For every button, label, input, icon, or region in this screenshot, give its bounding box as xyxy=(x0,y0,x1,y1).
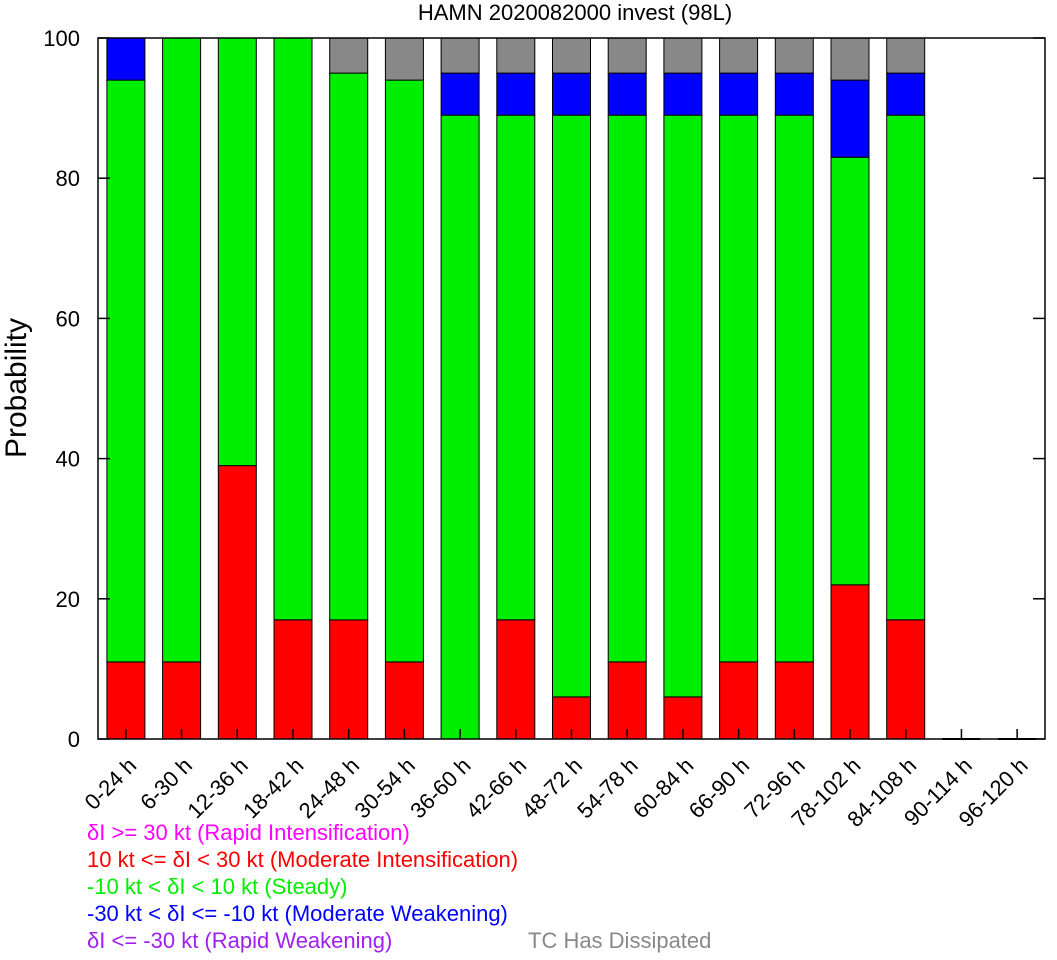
bar-mi-9 xyxy=(607,661,647,740)
bar-dissipated-8 xyxy=(552,37,591,74)
legend-steady: -10 kt < δI < 10 kt (Steady) xyxy=(87,874,348,899)
bar-steady-0 xyxy=(106,79,146,663)
x-tick-label: 12-36 h xyxy=(182,753,252,823)
bar-mi-12 xyxy=(774,661,814,740)
bar-mi-14 xyxy=(886,619,926,740)
x-tick-label: 48-72 h xyxy=(517,753,587,823)
bar-dissipated-5 xyxy=(384,37,424,81)
y-tick-label: 0 xyxy=(68,727,80,752)
bar-mi-13 xyxy=(830,584,870,740)
bar-mi-0 xyxy=(106,661,146,740)
bar-dissipated-11 xyxy=(719,37,759,74)
x-tick-label: 42-66 h xyxy=(461,753,531,823)
bar-steady-9 xyxy=(607,114,647,663)
bar-dissipated-7 xyxy=(496,37,536,74)
axes-group xyxy=(97,37,1046,740)
y-tick-label: 60 xyxy=(56,306,80,331)
bar-dissipated-14 xyxy=(886,37,926,74)
bar-mw-8 xyxy=(552,72,591,116)
legend-rapid-weakening: δI <= -30 kt (Rapid Weakening) xyxy=(87,928,393,953)
bar-steady-1 xyxy=(162,37,202,663)
y-axis-label: Probability xyxy=(0,318,33,458)
bar-steady-6 xyxy=(440,114,480,740)
bar-steady-2 xyxy=(217,37,257,467)
y-tick-label: 80 xyxy=(56,166,80,191)
legend-moderate-weakening: -30 kt < δI <= -10 kt (Moderate Weakenin… xyxy=(87,901,508,926)
bar-steady-8 xyxy=(552,114,591,698)
bar-dissipated-6 xyxy=(440,37,480,74)
bar-steady-10 xyxy=(663,114,703,698)
bar-steady-3 xyxy=(273,37,313,621)
y-tick-label: 40 xyxy=(56,447,80,472)
x-tick-label: 60-84 h xyxy=(628,753,698,823)
bar-dissipated-9 xyxy=(607,37,647,74)
y-tick-labels: 0 20 40 60 80 100 xyxy=(43,26,80,752)
y-tick-label: 20 xyxy=(56,587,80,612)
bar-steady-14 xyxy=(886,114,926,621)
bar-mi-3 xyxy=(273,619,313,740)
bar-dissipated-12 xyxy=(774,37,814,74)
bar-mw-0 xyxy=(106,37,146,81)
bar-mw-12 xyxy=(774,72,814,116)
bar-mw-11 xyxy=(719,72,759,116)
bar-steady-4 xyxy=(329,72,369,621)
bar-dissipated-10 xyxy=(663,37,703,74)
bar-mw-10 xyxy=(663,72,703,116)
bar-steady-12 xyxy=(774,114,814,663)
legend-moderate-intensification: 10 kt <= δI < 30 kt (Moderate Intensific… xyxy=(87,847,519,872)
bar-mw-13 xyxy=(830,79,870,158)
bar-mw-6 xyxy=(440,72,480,116)
x-tick-label: 24-48 h xyxy=(294,753,364,823)
chart-title: HAMN 2020082000 invest (98L) xyxy=(418,0,732,25)
bar-mw-9 xyxy=(607,72,647,116)
bar-mi-1 xyxy=(162,661,202,740)
bar-mi-2 xyxy=(217,465,257,740)
bar-mw-14 xyxy=(886,72,926,116)
bar-mi-4 xyxy=(329,619,369,740)
bar-mi-11 xyxy=(719,661,759,740)
bar-dissipated-4 xyxy=(329,37,369,74)
bar-mi-7 xyxy=(496,619,536,740)
x-tick-label: 66-90 h xyxy=(684,753,754,823)
x-tick-label: 36-60 h xyxy=(405,753,475,823)
bars-group xyxy=(106,37,1037,740)
x-tick-label: 54-78 h xyxy=(572,753,642,823)
bar-steady-5 xyxy=(384,79,424,663)
bar-dissipated-13 xyxy=(830,37,870,81)
bar-steady-7 xyxy=(496,114,536,621)
legend-rapid-intensification: δI >= 30 kt (Rapid Intensification) xyxy=(87,820,410,845)
bar-mw-7 xyxy=(496,72,536,116)
legend-dissipated: TC Has Dissipated xyxy=(528,928,712,953)
x-tick-label: 30-54 h xyxy=(349,753,419,823)
bar-steady-13 xyxy=(830,156,870,586)
y-tick-label: 100 xyxy=(43,26,80,51)
x-tick-label: 18-42 h xyxy=(238,753,308,823)
x-tick-label: 0-24 h xyxy=(80,753,142,815)
bar-mi-5 xyxy=(384,661,424,740)
bar-steady-11 xyxy=(719,114,759,663)
